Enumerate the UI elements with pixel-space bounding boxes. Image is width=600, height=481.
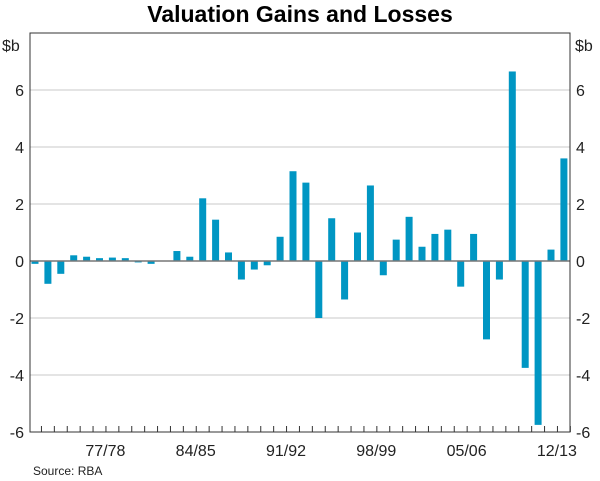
bar-77-78 — [108, 257, 116, 261]
bar-85-86 — [212, 219, 220, 261]
y-tick-label-right: -6 — [576, 425, 590, 442]
chart-title: Valuation Gains and Losses — [147, 1, 452, 27]
y-tick-label-left: 4 — [15, 140, 24, 157]
y-tick-label-left: -4 — [10, 368, 24, 385]
bar-97-98 — [366, 185, 374, 261]
bar-00-01 — [405, 216, 413, 261]
y-tick-label-left: 6 — [15, 83, 24, 100]
y-tick-label-left: 0 — [15, 254, 24, 271]
gridlines — [30, 89, 570, 376]
bar-92-93 — [302, 182, 310, 261]
bar-95-96 — [341, 261, 349, 300]
y-tick-label-left: 2 — [15, 197, 24, 214]
bar-86-87 — [225, 252, 232, 261]
bar-91-92 — [289, 171, 297, 261]
bar-11-12 — [547, 249, 555, 261]
bar-08-09 — [508, 71, 516, 261]
bar-80-81 — [147, 261, 155, 264]
bar-99-00 — [392, 239, 400, 261]
x-tick-label: 84/85 — [176, 443, 216, 460]
bar-93-94 — [315, 261, 323, 318]
bar-88-89 — [250, 261, 258, 270]
x-tick-label: 05/06 — [447, 443, 487, 460]
y-unit-left: $b — [2, 38, 20, 55]
bar-76-77 — [96, 258, 103, 261]
bar-89-90 — [263, 261, 271, 266]
bar-90-91 — [276, 236, 284, 261]
bar-06-07 — [483, 261, 490, 340]
bar-74-75 — [70, 255, 78, 261]
bar-09-10 — [521, 261, 529, 368]
bar-78-79 — [121, 258, 129, 261]
y-tick-label-right: -4 — [576, 368, 590, 385]
plot-frame — [29, 32, 571, 433]
bar-12-13 — [560, 158, 568, 261]
bar-96-97 — [354, 232, 361, 261]
y-tick-label-right: 6 — [576, 83, 585, 100]
bar-73-74 — [57, 261, 65, 274]
bars — [31, 71, 568, 425]
x-tick-label: 98/99 — [356, 443, 396, 460]
bar-87-88 — [237, 261, 245, 280]
bar-05-06 — [470, 233, 478, 261]
bar-75-76 — [83, 256, 91, 261]
source-note: Source: RBA — [33, 464, 102, 478]
bar-04-05 — [457, 261, 465, 287]
y-unit-right: $b — [575, 38, 593, 55]
bar-98-99 — [379, 261, 387, 276]
y-tick-label-left: -6 — [10, 425, 24, 442]
x-tick-label: 91/92 — [266, 443, 306, 460]
axes: -6 -6 -4 -4 -2 -2 0 0 2 2 4 4 6 6 77/78 84/85 91/92 98/99… — [10, 32, 590, 460]
bar-01-02 — [418, 246, 426, 261]
y-tick-label-right: 0 — [576, 254, 585, 271]
bar-84-85 — [199, 198, 207, 261]
y-tick-label-right: 4 — [576, 140, 585, 157]
bar-03-04 — [444, 229, 452, 261]
y-tick-label-left: -2 — [10, 311, 24, 328]
x-tick-label: 77/78 — [85, 443, 125, 460]
bar-10-11 — [534, 261, 542, 425]
bar-71-72 — [31, 261, 39, 264]
bar-83-84 — [186, 256, 194, 261]
x-tick-label: 12/13 — [537, 443, 577, 460]
bar-94-95 — [328, 218, 336, 261]
bar-72-73 — [44, 261, 52, 284]
bar-82-83 — [173, 251, 181, 261]
y-tick-label-right: -2 — [576, 311, 590, 328]
bar-07-08 — [495, 261, 503, 280]
y-tick-label-right: 2 — [576, 197, 585, 214]
bar-02-03 — [431, 233, 439, 261]
